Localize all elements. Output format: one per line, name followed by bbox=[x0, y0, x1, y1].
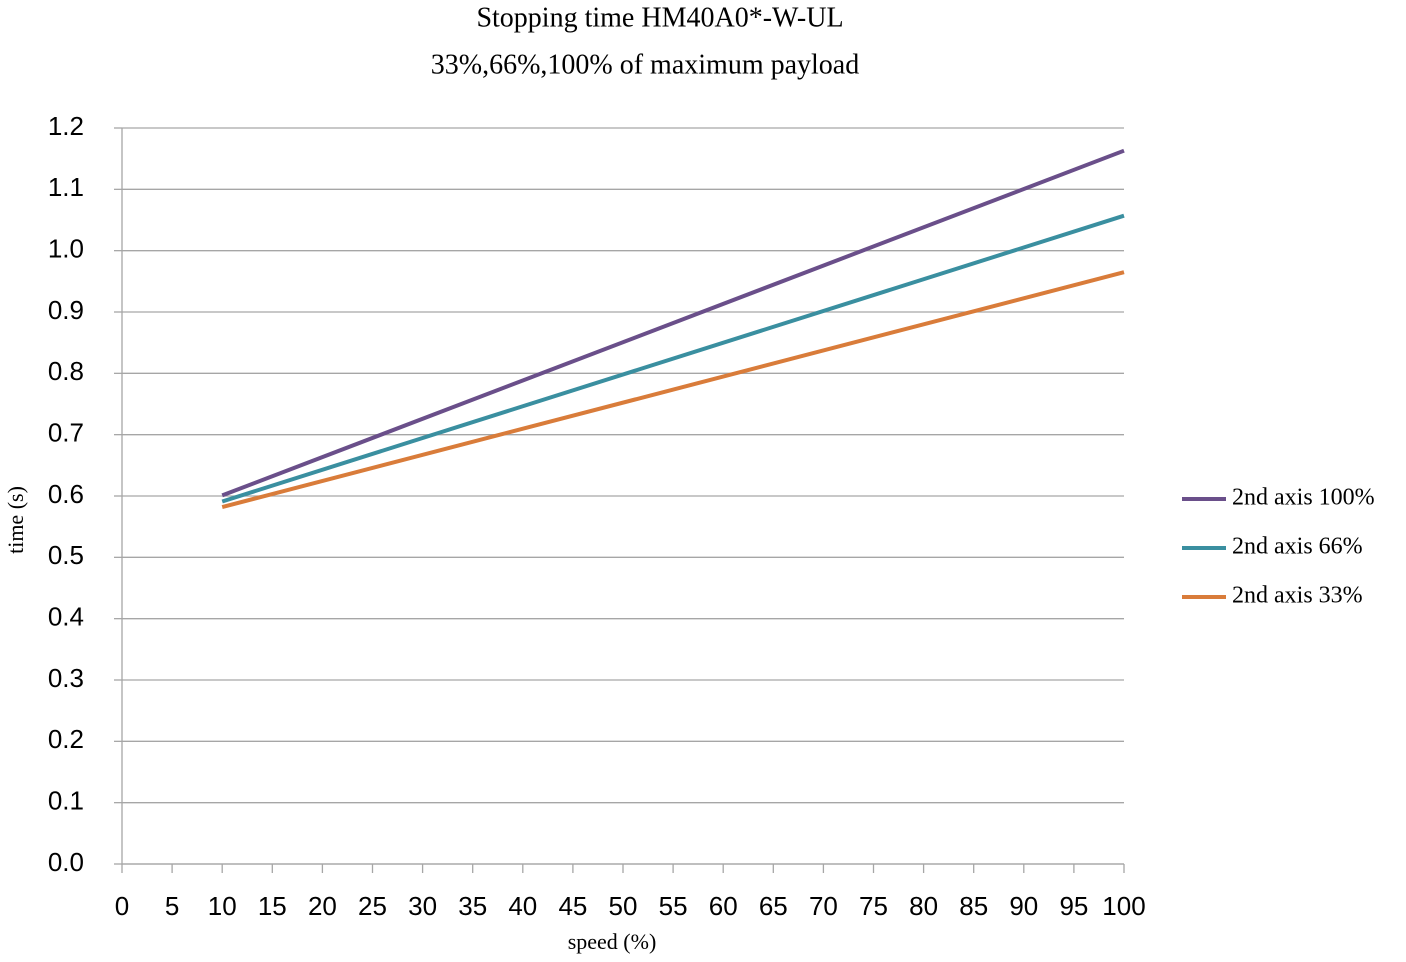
y-tick-label: 0.8 bbox=[48, 356, 84, 386]
legend-label: 2nd axis 33% bbox=[1232, 583, 1363, 609]
y-tick-label: 1.2 bbox=[48, 111, 84, 141]
x-tick-label: 0 bbox=[115, 891, 129, 921]
y-tick-label: 0.2 bbox=[48, 724, 84, 754]
y-tick-label: 0.4 bbox=[48, 602, 84, 632]
y-tick-label: 0.3 bbox=[48, 663, 84, 693]
x-tick-label: 15 bbox=[258, 891, 287, 921]
x-tick-label: 40 bbox=[508, 891, 537, 921]
series-line bbox=[221, 213, 1125, 504]
x-tick-label: 10 bbox=[208, 891, 237, 921]
x-tick-label: 80 bbox=[909, 891, 938, 921]
x-tick-label: 65 bbox=[759, 891, 788, 921]
y-tick-label: 1.0 bbox=[48, 234, 84, 264]
y-tick-label: 0.6 bbox=[48, 479, 84, 509]
x-tick-label: 25 bbox=[358, 891, 387, 921]
x-tick-label: 100 bbox=[1102, 891, 1145, 921]
series-line bbox=[221, 270, 1125, 509]
y-tick-label: 0.1 bbox=[48, 786, 84, 816]
legend-label: 2nd axis 66% bbox=[1232, 534, 1363, 560]
x-tick-label: 35 bbox=[458, 891, 487, 921]
x-axis-label: speed (%) bbox=[568, 929, 657, 954]
x-tick-label: 20 bbox=[308, 891, 337, 921]
x-tick-label: 50 bbox=[609, 891, 638, 921]
y-tick-label: 0.5 bbox=[48, 540, 84, 570]
x-tick-label: 70 bbox=[809, 891, 838, 921]
chart-title: Stopping time HM40A0*-W-UL bbox=[476, 2, 843, 33]
y-tick-label: 0.9 bbox=[48, 295, 84, 325]
y-tick-label: 1.1 bbox=[48, 172, 84, 202]
chart-subtitle: 33%,66%,100% of maximum payload bbox=[431, 49, 859, 80]
y-tick-label: 0.7 bbox=[48, 418, 84, 448]
series-line bbox=[221, 148, 1125, 498]
x-tick-label: 55 bbox=[659, 891, 688, 921]
x-tick-label: 85 bbox=[959, 891, 988, 921]
legend-label: 2nd axis 100% bbox=[1232, 485, 1375, 511]
x-tick-label: 5 bbox=[165, 891, 179, 921]
x-tick-label: 90 bbox=[1009, 891, 1038, 921]
y-tick-label: 0.0 bbox=[48, 847, 84, 877]
x-tick-label: 60 bbox=[709, 891, 738, 921]
x-tick-label: 30 bbox=[408, 891, 437, 921]
x-tick-label: 75 bbox=[859, 891, 888, 921]
y-axis-label: time (s) bbox=[3, 486, 28, 554]
x-tick-label: 95 bbox=[1059, 891, 1088, 921]
x-tick-label: 45 bbox=[558, 891, 587, 921]
